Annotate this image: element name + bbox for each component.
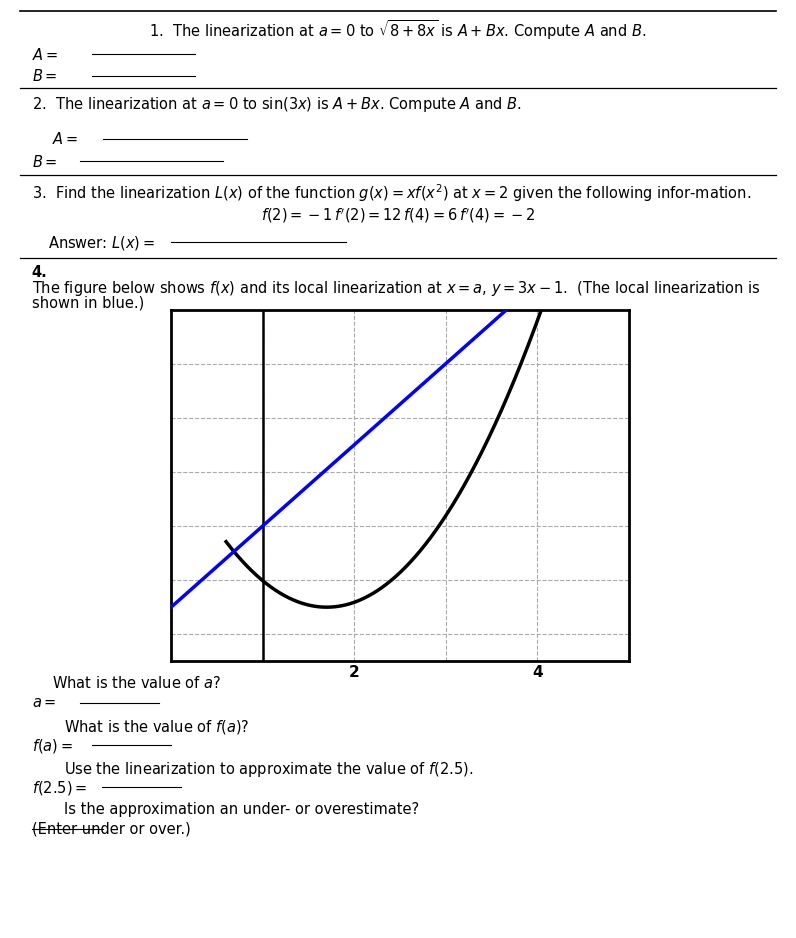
- Text: What is the value of $f(a)$?: What is the value of $f(a)$?: [64, 718, 249, 735]
- Text: 4.: 4.: [32, 265, 48, 280]
- Text: $a =$: $a =$: [32, 695, 57, 710]
- Text: $f(a) =$: $f(a) =$: [32, 737, 73, 755]
- Text: $B =$: $B =$: [32, 68, 57, 84]
- Text: $A =$: $A =$: [32, 47, 58, 63]
- Text: Is the approximation an under- or overestimate?: Is the approximation an under- or overes…: [64, 802, 419, 817]
- Text: The figure below shows $f(x)$ and its local linearization at $x = a$, $y = 3x - : The figure below shows $f(x)$ and its lo…: [32, 279, 761, 297]
- Text: $B =$: $B =$: [32, 154, 57, 170]
- Text: 3.  Find the linearization $L(x)$ of the function $g(x) = xf(x^2)$ at $x = 2$ gi: 3. Find the linearization $L(x)$ of the …: [32, 182, 751, 204]
- Text: $f(2.5) =$: $f(2.5) =$: [32, 779, 87, 797]
- Text: $A =$: $A =$: [52, 131, 78, 147]
- Text: What is the value of $a$?: What is the value of $a$?: [52, 675, 220, 691]
- Text: 1.  The linearization at $a = 0$ to $\sqrt{8 + 8x}$ is $A + Bx$. Compute $A$ and: 1. The linearization at $a = 0$ to $\sqr…: [150, 18, 646, 41]
- Text: shown in blue.): shown in blue.): [32, 295, 144, 310]
- Text: Use the linearization to approximate the value of $f(2.5)$.: Use the linearization to approximate the…: [64, 760, 473, 779]
- Text: (Enter under or over.): (Enter under or over.): [32, 822, 190, 837]
- Text: $f(2) = -1\,f'(2) = 12\,f(4) = 6\,f'(4) = -2$: $f(2) = -1\,f'(2) = 12\,f(4) = 6\,f'(4) …: [261, 206, 535, 225]
- Text: Answer: $L(x) =$: Answer: $L(x) =$: [48, 234, 155, 252]
- Text: 2.  The linearization at $a = 0$ to $\sin(3x)$ is $A + Bx$. Compute $A$ and $B$.: 2. The linearization at $a = 0$ to $\sin…: [32, 95, 522, 113]
